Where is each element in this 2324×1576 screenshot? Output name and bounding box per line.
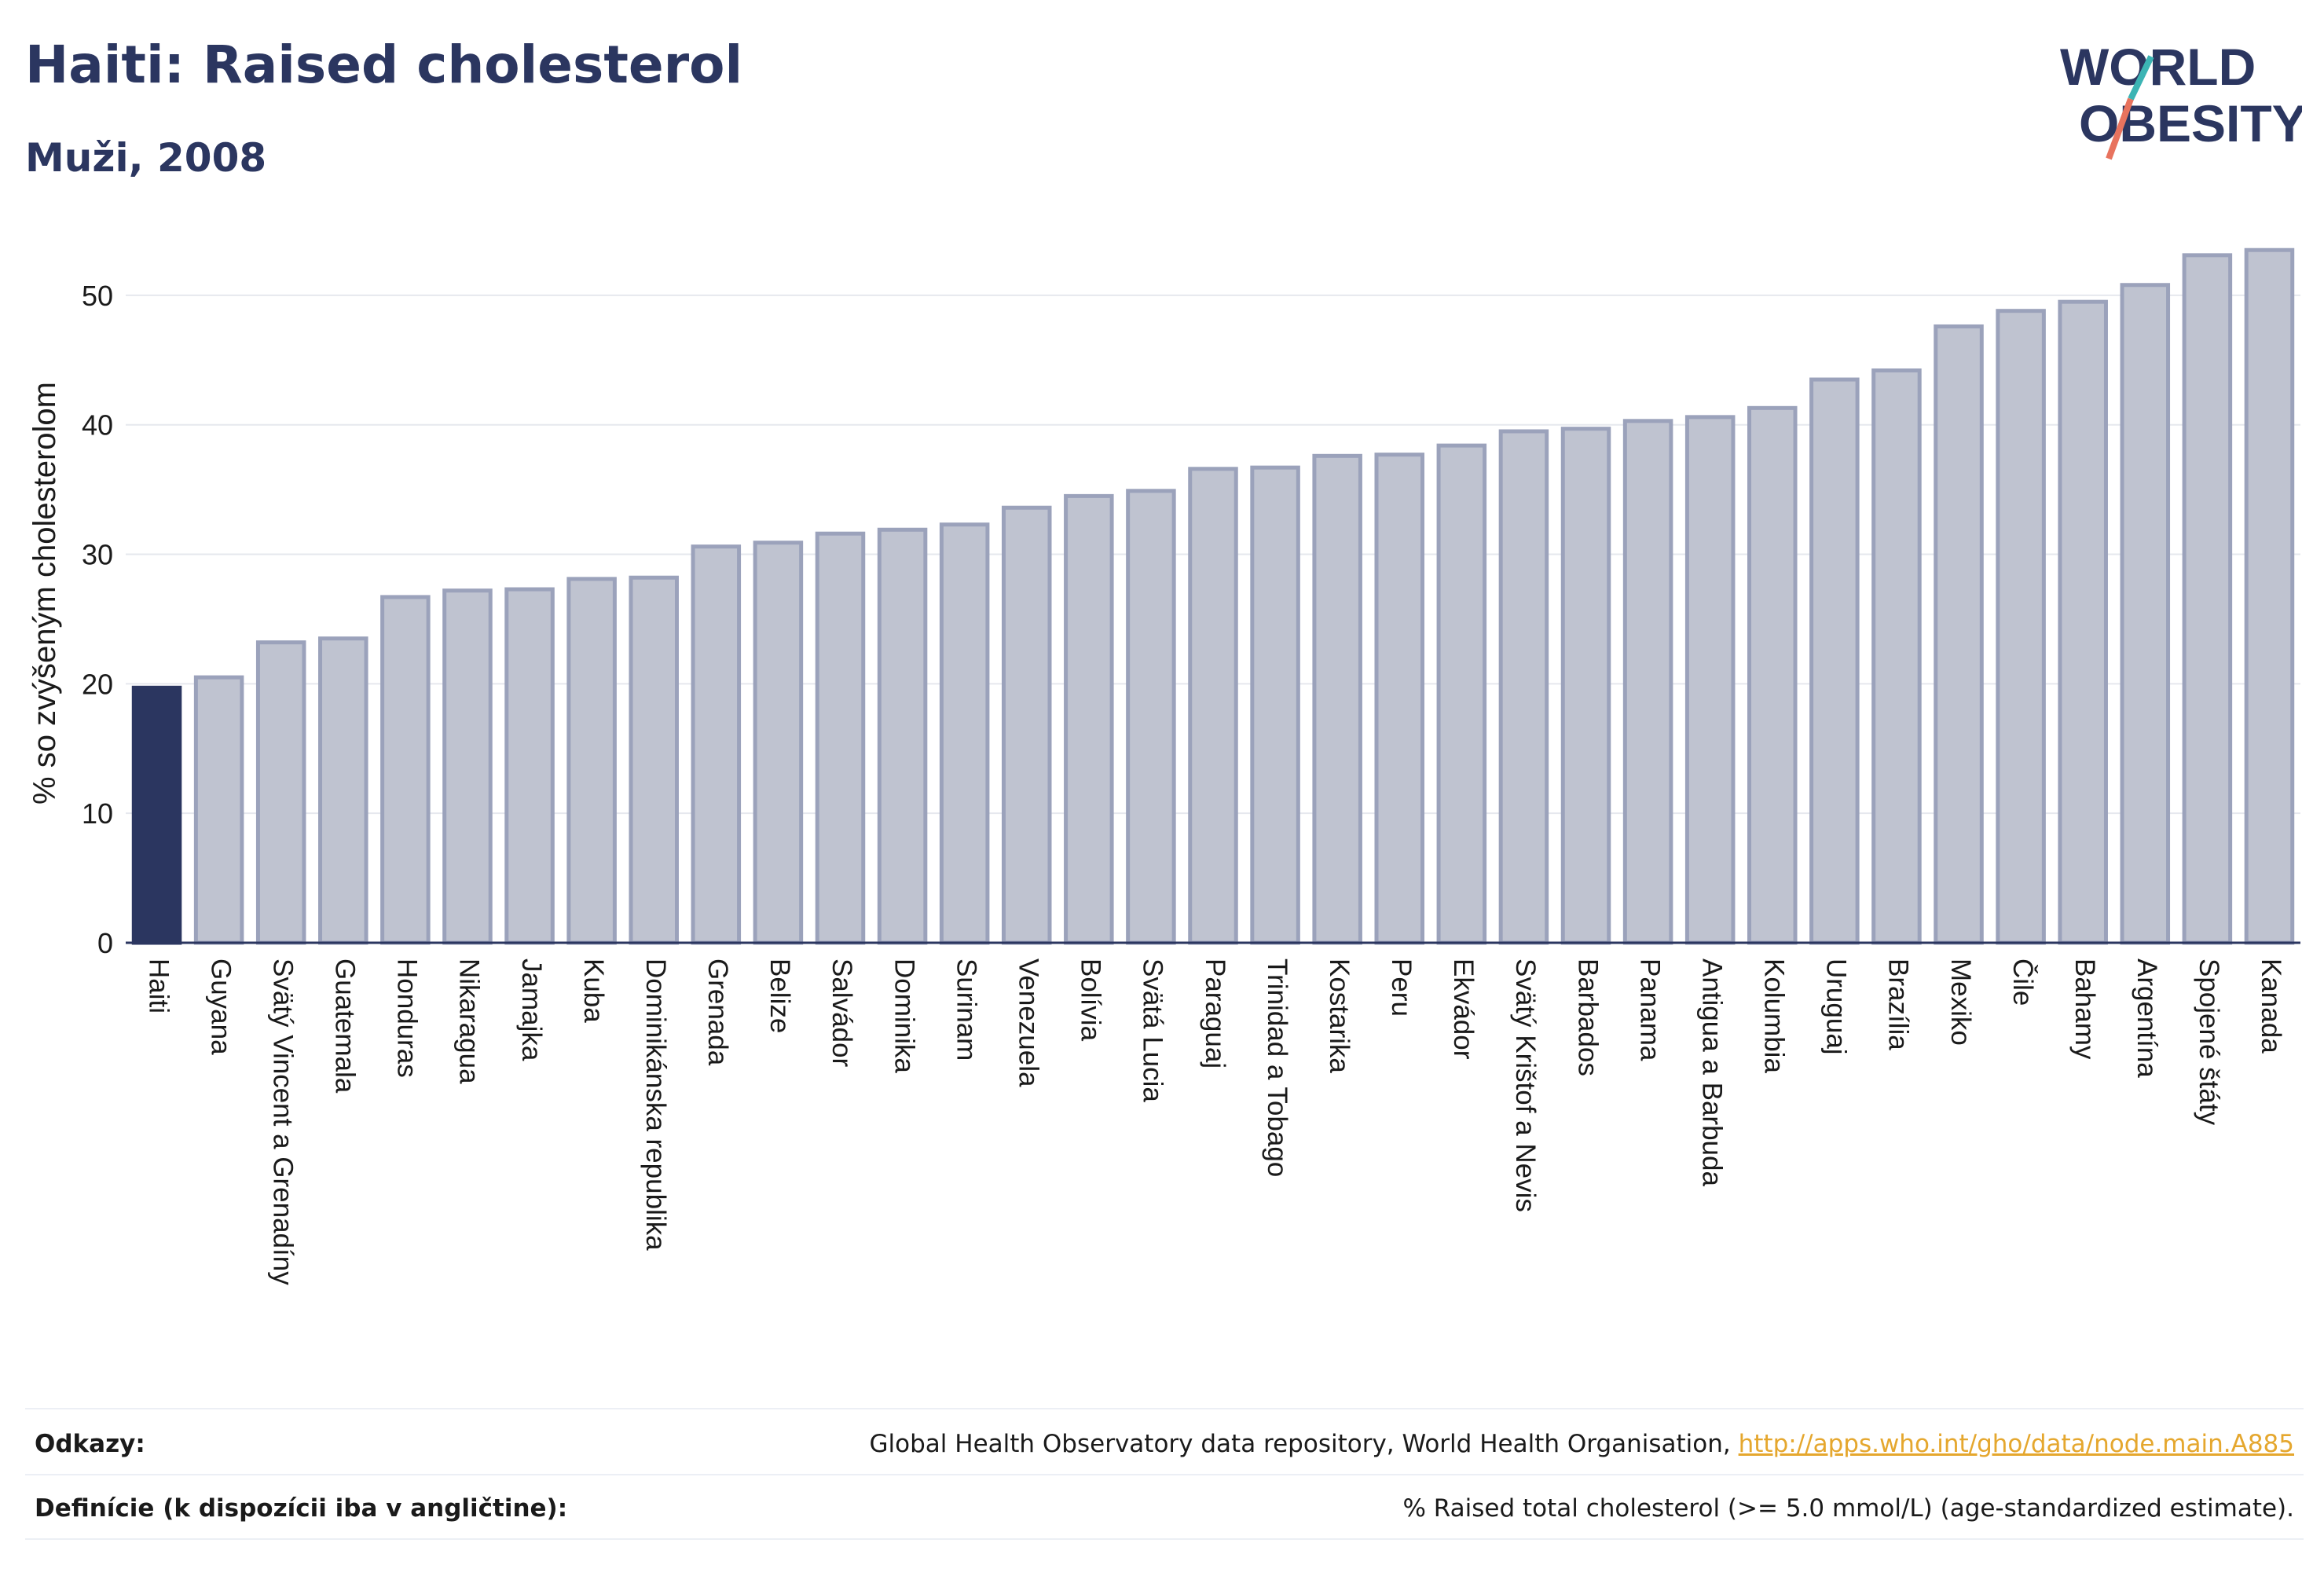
- bar-22: [1498, 429, 1549, 945]
- x-tick-label: Haiti: [143, 958, 174, 1013]
- bar-19: [1312, 453, 1362, 945]
- definitions-row: Definície (k dispozícii iba v angličtine…: [25, 1479, 2304, 1541]
- bar-33: [2182, 253, 2233, 945]
- references-text: Global Health Observatory data repositor…: [869, 1430, 1731, 1458]
- x-tick-label: Kanada: [2256, 958, 2286, 1054]
- bar-chart: 0 10 20 30 40 50 Haiti Guyana Svätý Vincent a G…: [27, 247, 2300, 1285]
- footer-divider-middle: [25, 1474, 2304, 1475]
- x-tick-label: Dominika: [889, 958, 919, 1073]
- bar-21: [1436, 443, 1487, 945]
- bars: [131, 247, 2295, 945]
- x-tick-label: Bolívia: [1076, 958, 1106, 1042]
- bar-6: [504, 587, 555, 945]
- bar-29: [1934, 324, 1984, 945]
- bar-26: [1747, 405, 1798, 945]
- bar-3: [318, 636, 368, 945]
- bar-25: [1684, 415, 1736, 945]
- x-tick-label: Kostarika: [1324, 958, 1354, 1073]
- definitions-text: % Raised total cholesterol (>= 5.0 mmol/…: [1402, 1494, 2294, 1523]
- bar-24: [1622, 419, 1673, 945]
- x-tick-label: Nikaragua: [454, 958, 485, 1084]
- world-obesity-logo: WORLD OBESITY: [2060, 38, 2302, 160]
- x-tick-label: Kolumbia: [1759, 958, 1790, 1073]
- bar-5: [442, 588, 493, 945]
- x-tick-label: Dominikánska republika: [640, 958, 671, 1251]
- x-tick-label: Guatemala: [330, 958, 361, 1094]
- references-value: Global Health Observatory data repositor…: [870, 1430, 2294, 1458]
- bar-18: [1250, 465, 1300, 945]
- x-tick-label: Peru: [1386, 958, 1417, 1017]
- x-tick-label: Uruguaj: [1821, 958, 1852, 1055]
- x-tick-label: Svätý Krištof a Nevis: [1510, 958, 1541, 1212]
- bar-31: [2058, 299, 2108, 945]
- x-tick-label: Venezuela: [1013, 958, 1043, 1087]
- x-tick-label: Honduras: [392, 958, 423, 1078]
- references-row: Odkazy: Global Health Observatory data r…: [25, 1414, 2304, 1477]
- y-tick-label: 40: [82, 409, 113, 442]
- bar-17: [1188, 467, 1238, 945]
- x-tick-label: Kuba: [578, 958, 609, 1023]
- bar-0: [131, 685, 182, 945]
- x-axis-ticks: Haiti Guyana Svätý Vincent a Grenadíny Guat…: [143, 958, 2286, 1285]
- bar-14: [1001, 505, 1052, 945]
- footer-divider-bottom: [25, 1538, 2304, 1540]
- bar-7: [566, 577, 617, 945]
- bar-1: [193, 675, 244, 945]
- logo-word-world: WORLD: [2060, 38, 2256, 96]
- x-tick-label: Argentína: [2132, 958, 2162, 1078]
- references-link[interactable]: http://apps.who.int/gho/data/node.main.A…: [1738, 1430, 2294, 1458]
- x-tick-label: Panama: [1634, 958, 1665, 1061]
- x-tick-label: Jamajka: [516, 958, 547, 1061]
- y-axis-label: % so zvýšeným cholesterolom: [27, 382, 62, 804]
- bar-16: [1126, 489, 1176, 945]
- x-tick-label: Antigua a Barbuda: [1696, 958, 1727, 1186]
- y-tick-label: 0: [97, 927, 113, 959]
- bar-34: [2244, 247, 2295, 945]
- x-tick-label: Brazília: [1883, 958, 1914, 1050]
- x-tick-label: Spojené štáty: [2194, 958, 2224, 1126]
- bar-32: [2120, 283, 2171, 945]
- bar-23: [1560, 427, 1611, 945]
- bar-11: [815, 531, 866, 945]
- chart-subtitle: Muži, 2008: [25, 135, 267, 181]
- references-label: Odkazy:: [35, 1430, 145, 1458]
- y-tick-label: 50: [82, 280, 113, 312]
- logo-slash-coral: [2106, 97, 2134, 160]
- x-tick-label: Čile: [2007, 958, 2038, 1006]
- x-tick-label: Grenada: [702, 958, 733, 1066]
- x-tick-label: Svätá Lucia: [1138, 958, 1168, 1102]
- chart-title: Haiti: Raised cholesterol: [25, 35, 743, 95]
- bar-30: [1996, 309, 2046, 945]
- x-tick-label: Paraguaj: [1200, 958, 1230, 1068]
- bar-2: [255, 640, 306, 945]
- y-tick-label: 20: [82, 668, 113, 700]
- footer-divider-top: [25, 1408, 2304, 1409]
- y-axis-ticks: 0 10 20 30 40 50: [82, 280, 113, 959]
- bar-9: [691, 544, 742, 945]
- x-tick-label: Barbados: [1572, 958, 1603, 1076]
- bar-28: [1871, 368, 1922, 945]
- y-tick-label: 10: [82, 797, 113, 830]
- x-tick-label: Bahamy: [2069, 958, 2100, 1060]
- x-tick-label: Mexiko: [1945, 958, 1976, 1046]
- x-tick-label: Surinam: [951, 958, 981, 1061]
- bar-13: [939, 522, 990, 945]
- y-tick-label: 30: [82, 539, 113, 571]
- definitions-label: Definície (k dispozícii iba v angličtine…: [35, 1494, 568, 1523]
- bar-27: [1809, 377, 1860, 945]
- logo-slash-teal: [2128, 55, 2154, 101]
- bar-20: [1374, 453, 1425, 945]
- x-tick-label: Ekvádor: [1448, 958, 1479, 1060]
- bar-4: [380, 595, 431, 945]
- x-tick-label: Trinidad a Tobago: [1262, 958, 1292, 1177]
- bar-12: [877, 527, 928, 945]
- x-tick-label: Guyana: [205, 958, 236, 1055]
- bar-10: [753, 541, 804, 945]
- x-tick-label: Salvádor: [827, 958, 857, 1067]
- x-tick-label: Svätý Vincent a Grenadíny: [267, 958, 298, 1285]
- x-tick-label: Belize: [764, 958, 795, 1033]
- bar-8: [629, 575, 679, 945]
- bar-15: [1064, 493, 1114, 945]
